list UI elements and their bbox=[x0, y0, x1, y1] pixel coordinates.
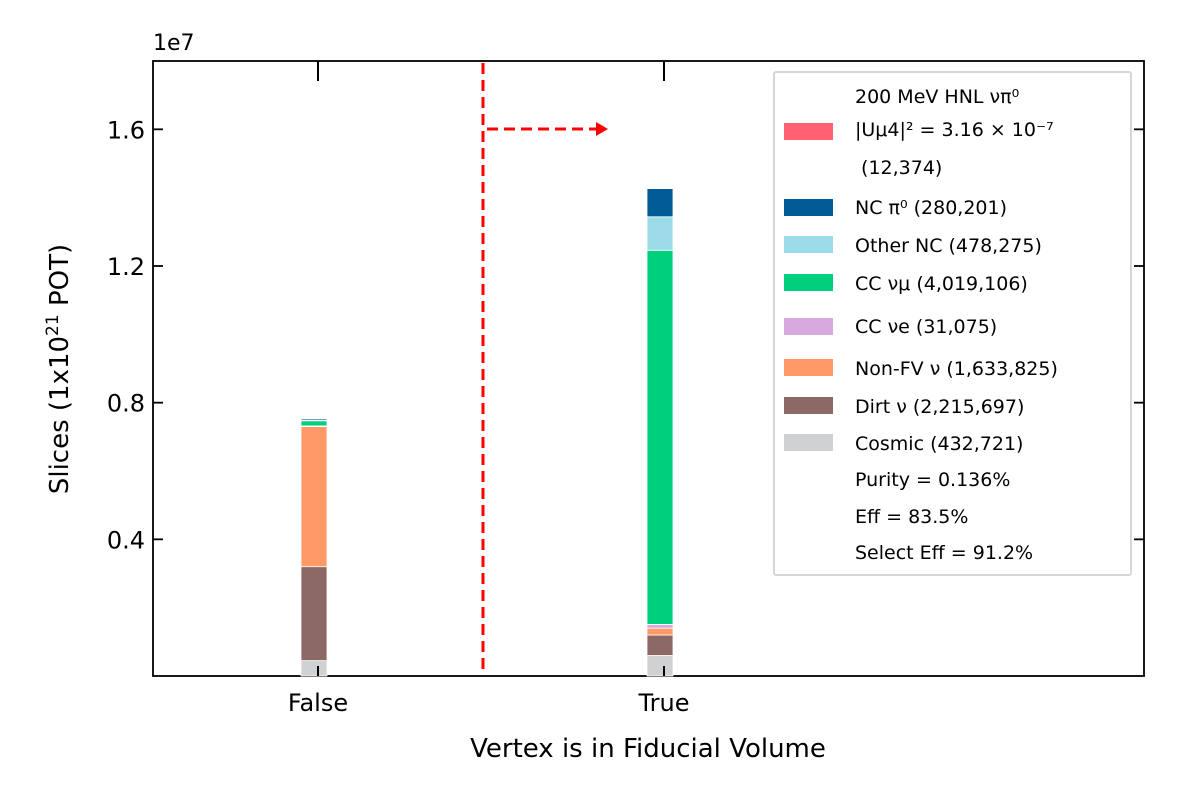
y-axis-label-sup: 21 bbox=[43, 314, 63, 336]
bar-segment-true-0 bbox=[646, 655, 674, 677]
bar-segment-false-4 bbox=[300, 420, 328, 427]
legend-stat-purity: Purity = 0.136% bbox=[855, 469, 1010, 491]
y-tick-label: 0.4 bbox=[107, 526, 145, 554]
x-tick-label: False bbox=[288, 689, 348, 717]
legend-swatch-signal bbox=[784, 123, 833, 140]
legend-stat-select-eff: Select Eff = 91.2% bbox=[855, 542, 1033, 564]
legend-label-nc-pi0: NC π⁰ (280,201) bbox=[855, 197, 1007, 219]
bar-segment-true-3 bbox=[646, 624, 674, 629]
legend-label-cosmic: Cosmic (432,721) bbox=[855, 433, 1023, 455]
bar-segment-false-0 bbox=[300, 660, 328, 677]
legend-swatch-dirt bbox=[784, 397, 833, 414]
bar-segment-true-1 bbox=[646, 634, 674, 656]
x-tick-label: True bbox=[638, 689, 690, 717]
legend-swatch-other-nc bbox=[784, 236, 833, 253]
y-axis-label-pre: Slices (1x10 bbox=[45, 336, 75, 494]
bar-segment-true-6 bbox=[646, 188, 674, 218]
x-axis-label: Vertex is in Fiducial Volume bbox=[470, 734, 826, 764]
cut-arrow-head bbox=[596, 122, 608, 136]
bar-segment-true-5 bbox=[646, 216, 674, 251]
legend-label-cc-numu: CC νμ (4,019,106) bbox=[855, 273, 1028, 295]
legend-signal-line-3: (12,374) bbox=[855, 157, 942, 179]
legend-swatch-cc-numu bbox=[784, 274, 833, 291]
legend: 200 MeV HNL νπ⁰ |Uμ4|² = 3.16 × 10⁻⁷ (12… bbox=[773, 71, 1132, 576]
y-axis-label: Slices (1x1021 POT) bbox=[43, 244, 75, 494]
legend-signal-line-2: |Uμ4|² = 3.16 × 10⁻⁷ bbox=[855, 119, 1054, 141]
legend-frame bbox=[773, 71, 1132, 576]
bar-segment-true-2 bbox=[646, 627, 674, 636]
y-offset-text: 1e7 bbox=[153, 31, 195, 56]
legend-swatch-cc-nue bbox=[784, 318, 833, 335]
y-axis-ticks: 0.4 0.8 1.2 1.6 bbox=[107, 116, 1144, 554]
legend-label-dirt: Dirt ν (2,215,697) bbox=[855, 396, 1024, 418]
bar-segment-true-7 bbox=[646, 187, 674, 190]
y-tick-label: 0.8 bbox=[107, 390, 145, 418]
y-tick-label: 1.6 bbox=[107, 116, 145, 144]
legend-swatch-cosmic bbox=[784, 434, 833, 451]
legend-label-non-fv: Non-FV ν (1,633,825) bbox=[855, 358, 1058, 380]
legend-label-other-nc: Other NC (478,275) bbox=[855, 235, 1042, 257]
legend-stat-eff: Eff = 83.5% bbox=[855, 506, 968, 528]
bar-segment-false-2 bbox=[300, 426, 328, 568]
bars bbox=[300, 187, 674, 677]
legend-label-cc-nue: CC νe (31,075) bbox=[855, 316, 997, 338]
legend-swatch-non-fv bbox=[784, 359, 833, 376]
y-tick-label: 1.2 bbox=[107, 253, 145, 281]
x-axis-ticks: False True bbox=[288, 61, 690, 717]
bar-segment-false-1 bbox=[300, 566, 328, 662]
legend-signal-line-1: 200 MeV HNL νπ⁰ bbox=[855, 86, 1019, 108]
bar-segment-true-4 bbox=[646, 249, 674, 625]
y-axis-label-post: POT) bbox=[45, 244, 75, 314]
legend-swatch-nc-pi0 bbox=[784, 199, 833, 216]
bar-segment-false-6 bbox=[300, 418, 328, 421]
